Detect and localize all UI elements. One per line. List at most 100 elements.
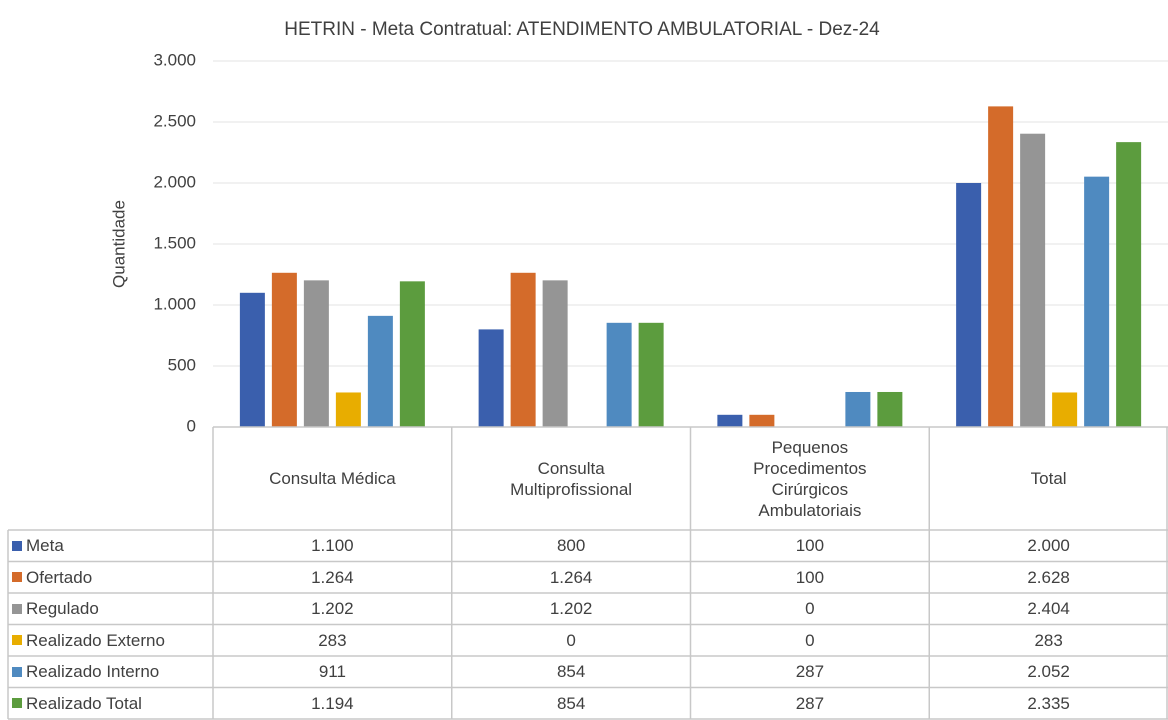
bar — [510, 272, 536, 427]
bar — [367, 315, 393, 427]
table-value: 100 — [691, 530, 930, 562]
table-value: 2.404 — [929, 593, 1168, 625]
bar — [399, 281, 425, 427]
table-value: 854 — [452, 688, 691, 720]
table-value: 0 — [691, 593, 930, 625]
table-value: 0 — [452, 625, 691, 657]
value-label: 911 — [318, 662, 346, 682]
table-value: 287 — [691, 688, 930, 720]
table-value: 1.264 — [452, 562, 691, 594]
legend-cell: Regulado — [8, 593, 213, 625]
y-tick-label: 1.000 — [153, 294, 196, 313]
legend-cell: Realizado Total — [8, 688, 213, 720]
table-value: 2.000 — [929, 530, 1168, 562]
legend-swatch — [12, 603, 22, 614]
bar — [717, 414, 743, 427]
table-value: 1.194 — [213, 688, 452, 720]
table-value: 1.264 — [213, 562, 452, 594]
table-value: 1.202 — [452, 593, 691, 625]
value-label: 283 — [318, 630, 347, 650]
legend-swatch — [12, 540, 22, 551]
value-label: 854 — [556, 693, 586, 713]
value-label: 0 — [805, 630, 815, 650]
value-label: 1.100 — [311, 536, 354, 556]
bar — [478, 329, 504, 427]
bar — [606, 322, 632, 427]
legend-swatch — [12, 698, 22, 709]
value-label: 287 — [795, 662, 825, 682]
legend-swatch — [12, 572, 22, 583]
value-label: 2.628 — [1027, 567, 1070, 587]
value-label: 100 — [795, 536, 825, 556]
value-label: 2.000 — [1027, 536, 1070, 556]
category-header: Total — [929, 427, 1168, 530]
y-tick-label: 500 — [168, 355, 196, 374]
bar — [1116, 142, 1142, 427]
bar — [749, 414, 775, 427]
value-label: 0 — [805, 599, 815, 619]
bar — [988, 106, 1014, 427]
value-label: 2.052 — [1027, 662, 1070, 682]
category-header: Consulta Multiprofissional — [452, 427, 691, 530]
legend-cell: Meta — [8, 530, 213, 562]
value-label: 283 — [1034, 630, 1063, 650]
chart-title: HETRIN - Meta Contratual: ATENDIMENTO AM… — [284, 19, 880, 40]
table-value: 1.100 — [213, 530, 452, 562]
table-value: 0 — [691, 625, 930, 657]
value-label: 287 — [795, 693, 825, 713]
bar — [1052, 392, 1078, 427]
y-tick-label: 3.000 — [153, 50, 196, 69]
value-label: 1.194 — [311, 693, 354, 713]
table-value: 911 — [213, 656, 452, 688]
table-value: 800 — [452, 530, 691, 562]
legend-label: Realizado Interno — [26, 662, 160, 682]
table-value: 283 — [213, 625, 452, 657]
table-value: 283 — [929, 625, 1168, 657]
bar — [1084, 176, 1110, 427]
value-label: 0 — [566, 630, 576, 650]
table-value: 100 — [691, 562, 930, 594]
value-label: 2.404 — [1027, 599, 1070, 619]
category-header: Pequenos Procedimentos Cirúrgicos Ambula… — [691, 427, 930, 530]
bar — [335, 392, 361, 427]
y-tick-label: 0 — [187, 416, 196, 435]
bar — [845, 391, 871, 427]
legend-label: Ofertado — [26, 567, 93, 587]
legend-cell: Realizado Interno — [8, 656, 213, 688]
legend-label: Regulado — [26, 599, 99, 619]
table-value: 287 — [691, 656, 930, 688]
value-label: 100 — [795, 567, 825, 587]
legend-cell: Realizado Externo — [8, 625, 213, 657]
bar — [303, 280, 329, 427]
legend-cell: Ofertado — [8, 562, 213, 594]
value-label: 854 — [556, 662, 586, 682]
x-tick-label: Total — [1030, 469, 1067, 488]
value-label: 800 — [556, 536, 586, 556]
value-label: 1.264 — [549, 567, 593, 587]
legend-swatch — [12, 666, 22, 677]
value-label: 1.264 — [311, 567, 354, 587]
x-tick-label: Consulta Multiprofissional — [510, 458, 633, 499]
table-value: 1.202 — [213, 593, 452, 625]
legend-label: Realizado Externo — [26, 630, 165, 650]
bar — [542, 280, 568, 427]
bar — [239, 292, 265, 427]
legend-label: Meta — [26, 536, 64, 556]
bar — [877, 391, 903, 427]
y-tick-label: 2.000 — [153, 172, 196, 191]
table-value: 2.052 — [929, 656, 1168, 688]
value-label: 1.202 — [311, 599, 354, 619]
y-axis-label: Quantidade — [109, 200, 128, 288]
x-tick-label: Consulta Médica — [269, 469, 396, 488]
bar — [271, 272, 297, 427]
value-label: 2.335 — [1027, 693, 1070, 713]
category-header: Consulta Médica — [213, 427, 452, 530]
bar — [638, 322, 664, 427]
table-value: 2.628 — [929, 562, 1168, 594]
x-tick-label: Pequenos Procedimentos Cirúrgicos Ambula… — [753, 437, 867, 520]
table-value: 2.335 — [929, 688, 1168, 720]
legend-label: Realizado Total — [26, 693, 142, 713]
legend-swatch — [12, 635, 22, 646]
